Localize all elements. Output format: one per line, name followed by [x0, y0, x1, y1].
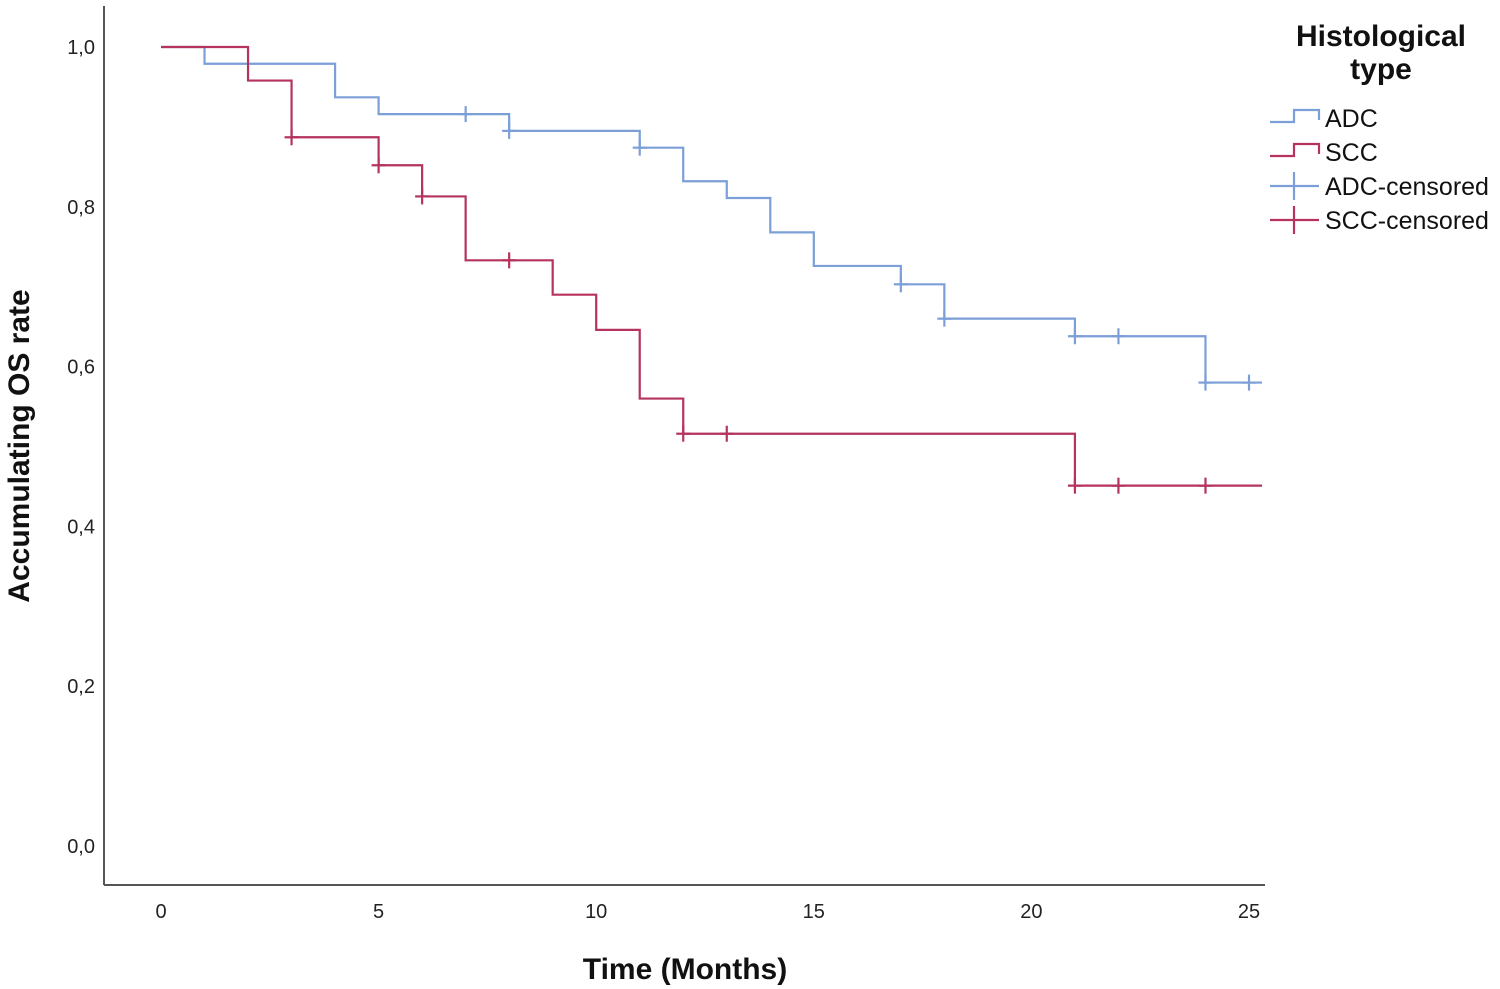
legend-title-line-2: type: [1350, 53, 1412, 86]
x-tick-label: 20: [1020, 901, 1042, 923]
censor-mark-scc: [1111, 477, 1126, 494]
censor-mark-adc: [502, 122, 517, 139]
legend: Histological type ADC SCC ADC-censored SCC-…: [1270, 20, 1489, 235]
censor-mark-scc: [676, 425, 691, 442]
y-tick-label: 0,6: [67, 357, 95, 379]
curve-adc: [161, 45, 1263, 384]
censor-mark-adc: [1198, 374, 1213, 391]
censor-mark-adc: [1067, 328, 1082, 345]
censor-mark-adc: [632, 139, 647, 156]
legend-swatch: [1270, 142, 1321, 158]
censor-mark-scc: [1067, 477, 1082, 494]
y-tick-label: 0,8: [67, 197, 95, 219]
x-axis-title: Time (Months): [583, 953, 787, 986]
censor-mark-adc: [458, 106, 473, 123]
y-tick-label: 1,0: [67, 37, 95, 59]
censor-mark-scc: [415, 188, 430, 205]
censor-mark-scc: [1198, 477, 1213, 494]
survival-curves: [161, 45, 1263, 487]
legend-label: ADC-censored: [1325, 173, 1489, 201]
legend-title-line-1: Histological: [1296, 20, 1466, 53]
censor-marks: [284, 106, 1256, 494]
curve-scc: [161, 45, 1263, 487]
legend-swatch: [1270, 108, 1321, 124]
y-axis-title: Accumulating OS rate: [3, 289, 36, 602]
censor-mark-scc: [284, 129, 299, 146]
x-tick-label: 25: [1238, 901, 1260, 923]
legend-label: SCC-censored: [1325, 207, 1489, 235]
x-tick-label: 15: [803, 901, 825, 923]
x-tick-label: 10: [585, 901, 607, 923]
censor-mark-adc: [1111, 328, 1126, 345]
y-tick-label: 0,4: [67, 516, 95, 538]
censor-mark-adc: [893, 276, 908, 293]
legend-item-scc-censored: SCC-censored: [1270, 206, 1489, 235]
legend-items: ADC SCC ADC-censored SCC-censored: [1270, 105, 1489, 235]
legend-label: SCC: [1325, 139, 1378, 167]
censor-mark-adc: [1242, 374, 1256, 391]
legend-item-scc: SCC: [1270, 139, 1378, 167]
y-tick-label: 0,2: [67, 676, 95, 698]
censor-mark-scc: [502, 252, 517, 269]
censor-mark-adc: [937, 310, 952, 327]
legend-item-adc: ADC: [1270, 105, 1378, 133]
x-tick-label: 0: [155, 901, 166, 923]
legend-label: ADC: [1325, 105, 1378, 133]
axes: 0 5 10 15 20 25 0,0 0,2 0,4 0,6 0,8 1,0: [67, 6, 1265, 923]
censor-mark-scc: [371, 157, 386, 174]
legend-item-adc-censored: ADC-censored: [1270, 172, 1489, 201]
x-tick-label: 5: [373, 901, 384, 923]
censor-mark-scc: [719, 425, 734, 442]
y-tick-label: 0,0: [67, 836, 95, 858]
